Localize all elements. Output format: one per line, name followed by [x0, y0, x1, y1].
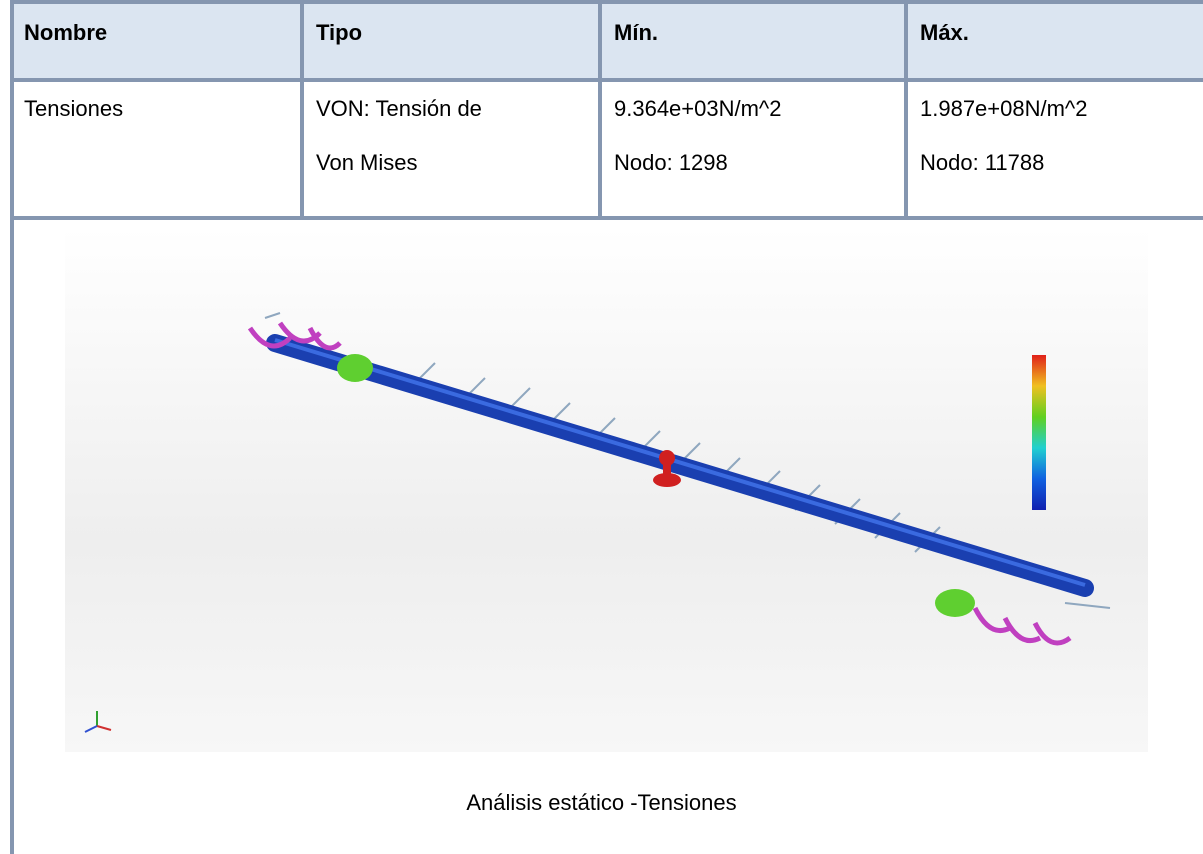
- cell-text: Von Mises: [316, 150, 418, 176]
- border: [598, 0, 602, 218]
- header-cell: Máx.: [906, 0, 1203, 80]
- border: [10, 216, 1203, 220]
- header-text: Mín.: [614, 20, 658, 46]
- border: [10, 0, 14, 218]
- border: [10, 0, 1203, 4]
- caption: Análisis estático -Tensiones: [0, 790, 1203, 816]
- header-text: Máx.: [920, 20, 969, 46]
- bearing-right: [935, 589, 975, 617]
- header-cell: Nombre: [10, 0, 302, 80]
- table-cell: 1.987e+08N/m^2 Nodo: 11788: [906, 80, 1203, 218]
- border: [10, 78, 1203, 82]
- header-cell: Mín.: [600, 0, 906, 80]
- cell-text: 9.364e+03N/m^2: [614, 96, 782, 122]
- header-text: Nombre: [24, 20, 107, 46]
- page: {"table": { "header": ["Nombre", "Tipo",…: [0, 0, 1203, 854]
- header-cell: Tipo: [302, 0, 600, 80]
- border: [10, 216, 14, 854]
- bearing-left: [337, 354, 373, 382]
- border: [300, 0, 304, 218]
- colorbar: [1032, 355, 1046, 510]
- figure-image: [65, 228, 1148, 752]
- cell-text: Nodo: 11788: [920, 150, 1044, 176]
- cell-text: 1.987e+08N/m^2: [920, 96, 1088, 122]
- cell-text: Tensiones: [24, 96, 123, 122]
- border: [904, 0, 908, 218]
- cell-text: VON: Tensión de: [316, 96, 482, 122]
- header-text: Tipo: [316, 20, 362, 46]
- table-cell: VON: Tensión de Von Mises: [302, 80, 600, 218]
- table-cell: 9.364e+03N/m^2 Nodo: 1298: [600, 80, 906, 218]
- table-cell: Tensiones: [10, 80, 302, 218]
- image-background: [65, 228, 1148, 752]
- cell-text: Nodo: 1298: [614, 150, 728, 176]
